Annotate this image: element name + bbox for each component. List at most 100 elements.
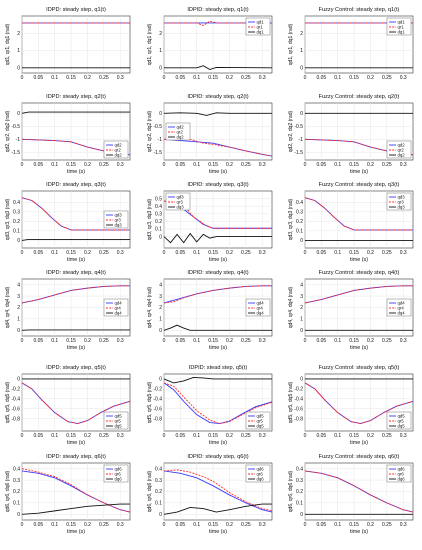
x-axis-label: time (s) — [67, 257, 85, 263]
x-tick-label: 0.15 — [349, 433, 359, 439]
x-tick-label: 0.05 — [33, 338, 43, 344]
x-tick-label: 0.25 — [99, 75, 109, 81]
y-tick-label: 1 — [300, 317, 303, 323]
chart-panel-12: Fuzzy Control: steady step, q4(t) 0 0.05 0.… — [288, 270, 414, 351]
x-tick-label: 0.25 — [241, 250, 251, 256]
x-tick-label: 0.1 — [193, 162, 200, 168]
y-axis-label: qd2, qr2, dq2 (rad) — [288, 110, 294, 152]
legend-label: dq3 — [177, 205, 185, 210]
x-tick-label: 0.1 — [51, 162, 58, 168]
y-tick-label: 0.3 — [296, 210, 303, 216]
x-axis-label: time (s) — [209, 529, 227, 535]
chart-title: IDPID: steady step, q4(t) — [187, 270, 248, 276]
y-axis-label: qd3, qr3, dq3 (rad) — [288, 198, 294, 240]
y-tick-label: 3 — [300, 294, 303, 300]
series-line-qd5 — [163, 382, 273, 425]
x-axis-label: time (s) — [209, 440, 227, 446]
chart-panel-15: Fuzzy Control: steady step, q5(t) 0 0.05 0.… — [288, 365, 414, 446]
y-tick-label: -1 — [158, 137, 163, 143]
x-tick-label: 0.15 — [208, 522, 218, 528]
x-tick-label: 0.15 — [66, 433, 76, 439]
x-tick-label: 0.3 — [117, 522, 124, 528]
legend-label: qd3 — [398, 195, 406, 200]
legend-label: qr4 — [257, 306, 264, 311]
series-line-dq6 — [21, 503, 130, 515]
x-tick-label: 0.15 — [66, 338, 76, 344]
y-tick-label: 0.1 — [155, 227, 162, 233]
y-tick-label: 0.3 — [296, 478, 303, 484]
x-tick-label: 0.1 — [51, 250, 58, 256]
x-tick-label: 0.15 — [208, 75, 218, 81]
y-axis-label: qd1, qr1, dq1 (rad) — [147, 23, 153, 65]
y-tick-label: 0 — [17, 328, 20, 334]
x-tick-label: 0.1 — [193, 75, 200, 81]
legend-label: dq6 — [115, 477, 123, 482]
x-tick-label: 0.1 — [193, 433, 200, 439]
y-tick-label: -1.5 — [294, 150, 303, 156]
y-axis-label: qd5, qr5, dq5 (rad) — [5, 381, 11, 423]
y-tick-label: 0 — [17, 512, 20, 518]
x-tick-label: 0.2 — [226, 162, 233, 168]
x-tick-label: 0.3 — [400, 433, 407, 439]
y-tick-label: 0 — [300, 377, 303, 383]
y-axis-label: qd6, qr6, dq6 (rad) — [5, 470, 11, 512]
series-line-qr6 — [163, 469, 273, 512]
legend-label: qd1 — [398, 20, 406, 25]
x-axis-label: time (s) — [350, 345, 368, 351]
x-tick-label: 0.2 — [84, 338, 91, 344]
legend-label: qr4 — [115, 306, 122, 311]
series-line-dq2 — [21, 111, 130, 114]
y-tick-label: 2 — [300, 305, 303, 311]
x-axis-label: time (s) — [209, 257, 227, 263]
y-axis-label: qd4, qr4, dq4 (rad) — [288, 286, 294, 328]
y-tick-label: 0.3 — [13, 478, 20, 484]
series-line-qr4 — [163, 285, 272, 304]
legend-label: dq2 — [115, 153, 123, 158]
legend-label: qd4 — [257, 301, 265, 306]
legend-label: dq5 — [115, 424, 123, 429]
y-tick-label: 1 — [159, 317, 162, 323]
chart-title: IDPD: steady step, q2(t) — [46, 94, 106, 100]
x-tick-label: 0.2 — [226, 75, 233, 81]
y-tick-label: 0 — [17, 66, 20, 72]
legend-label: dq1 — [398, 30, 406, 35]
y-axis-label: qd2, qr2, dq2 (rad) — [5, 110, 11, 152]
y-tick-label: 1 — [17, 48, 20, 54]
x-tick-label: 0.25 — [382, 75, 392, 81]
y-tick-label: 3 — [17, 294, 20, 300]
x-tick-label: 0.2 — [367, 338, 374, 344]
series-line-qr5 — [163, 382, 273, 425]
x-tick-label: 0.15 — [66, 250, 76, 256]
y-tick-label: 2 — [17, 31, 20, 37]
chart-title: Fuzzy Control: steady step, q1(t) — [319, 7, 400, 13]
x-tick-label: 0 — [304, 338, 307, 344]
y-tick-label: -1.5 — [11, 150, 20, 156]
x-tick-label: 0 — [21, 75, 24, 81]
x-tick-label: 0.1 — [51, 522, 58, 528]
chart-panel-8: IDPID: steady step, q3(t) 0 0.05 0.1 0.15 0.2… — [147, 182, 273, 263]
x-axis-label: time (s) — [67, 440, 85, 446]
x-tick-label: 0.25 — [99, 338, 109, 344]
y-tick-label: 0 — [159, 111, 162, 117]
y-tick-label: 0 — [300, 66, 303, 72]
x-tick-label: 0.05 — [316, 162, 326, 168]
legend-label: dq4 — [398, 311, 406, 316]
y-tick-label: 0 — [159, 512, 162, 518]
x-tick-label: 0 — [163, 338, 166, 344]
y-tick-label: -1.5 — [153, 150, 162, 156]
legend-label: dq5 — [398, 424, 406, 429]
y-tick-label: 0.2 — [155, 489, 162, 495]
legend-label: qr2 — [398, 148, 405, 153]
x-tick-label: 0.1 — [51, 433, 58, 439]
legend-label: qd5 — [398, 414, 406, 419]
chart-panel-14: IDPID: stead step, q5(t) 0 0.05 0.1 0.15 0.2 0… — [147, 365, 273, 446]
legend-label: qd2 — [177, 125, 185, 130]
y-tick-label: -0.8 — [294, 416, 303, 422]
y-tick-label: 0.3 — [155, 478, 162, 484]
chart-title: IDPD: steady step, q4(t) — [46, 270, 106, 276]
chart-title: IDPD: steady step, q5(t) — [46, 365, 106, 371]
